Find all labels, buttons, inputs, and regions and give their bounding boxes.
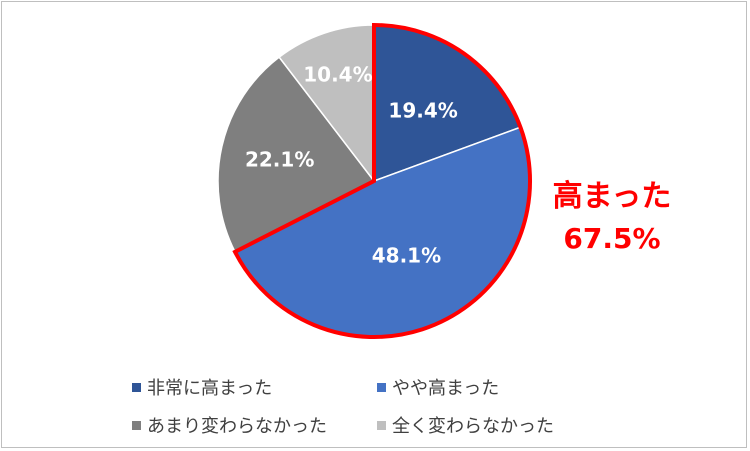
legend-swatch <box>377 382 386 392</box>
legend-label: 全く変わらなかった <box>392 416 554 437</box>
legend-label: 非常に高まった <box>147 378 273 399</box>
slice-label: 19.4% <box>388 99 457 123</box>
legend-swatch <box>132 420 141 430</box>
slice-label: 10.4% <box>303 63 372 87</box>
legend-item-somewhat-increased: やや高まった <box>377 374 499 400</box>
slice-not-much-changed <box>217 56 376 253</box>
legend-item-not-much-changed: あまり変わらなかった <box>132 412 377 438</box>
slice-label: 48.1% <box>372 243 441 267</box>
legend-label: あまり変わらなかった <box>147 416 327 437</box>
legend-row: 非常に高まった やや高まった <box>132 368 652 406</box>
callout-label-line2: 67.5% <box>563 222 660 255</box>
callout-label-line1: 高まった <box>553 179 672 214</box>
legend-swatch <box>132 382 141 392</box>
slice-not-changed <box>278 24 375 184</box>
legend-row: あまり変わらなかった 全く変わらなかった <box>132 406 652 444</box>
legend-item-very-increased: 非常に高まった <box>132 374 377 400</box>
legend-label: やや高まった <box>392 378 500 399</box>
slice-label: 22.1% <box>245 148 314 172</box>
legend-item-not-changed: 全く変わらなかった <box>377 412 554 438</box>
legend: 非常に高まった やや高まった あまり変わらなかった 全く変わらなかった <box>132 368 652 444</box>
legend-swatch <box>377 420 386 430</box>
highlight-outline <box>232 22 532 339</box>
